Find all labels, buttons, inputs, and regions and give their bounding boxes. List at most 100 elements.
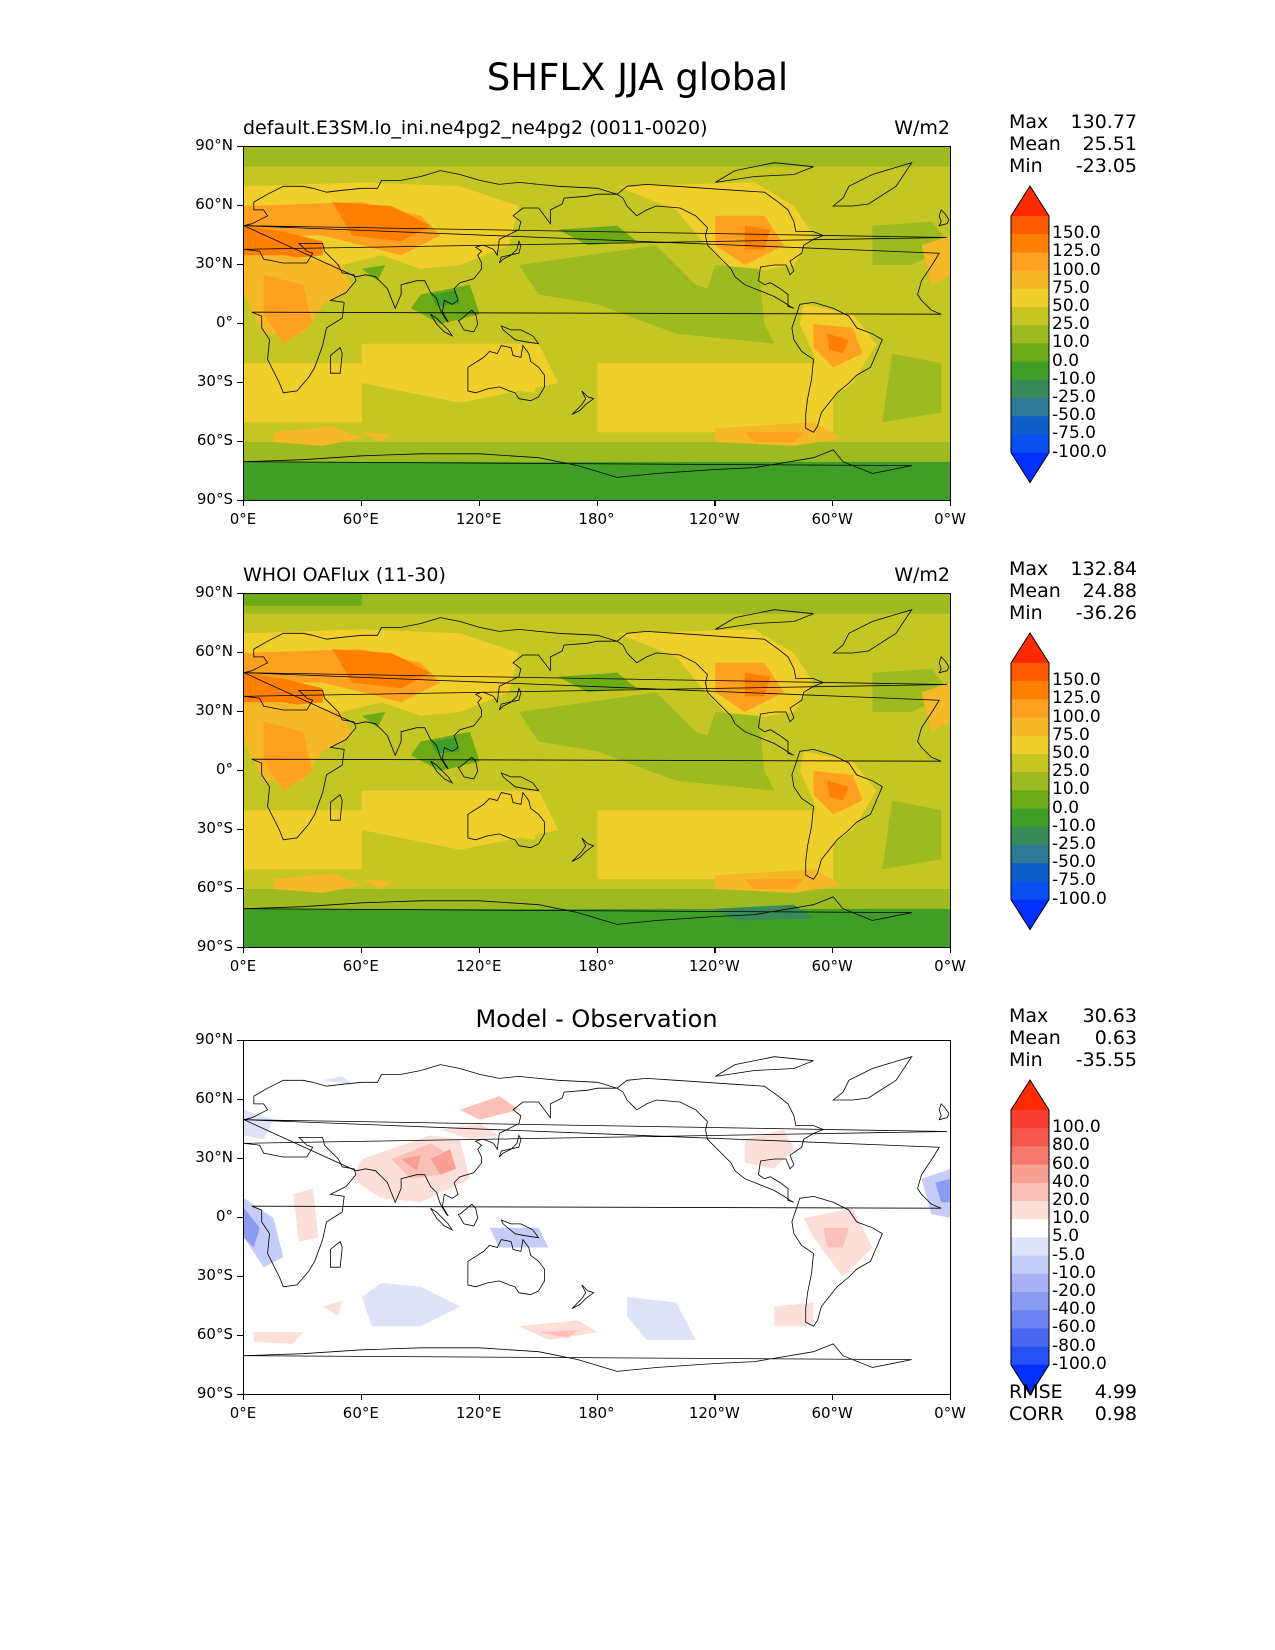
stat-value: 0.63 [1094,1027,1137,1049]
colorbar-band [1011,343,1049,363]
panel-stats: Max 132.84 Mean 24.88 Min -36.26 [1009,558,1137,624]
lon-tick-label: 120°E [455,510,502,528]
map-plot [243,146,951,501]
lon-tick-mark [714,1394,716,1400]
colorbar-band [1011,1310,1049,1329]
colorbar-band [1011,234,1049,253]
colorbar-band [1011,717,1049,737]
lat-tick-label: 0° [215,1207,233,1225]
colorbar-band [1011,1219,1049,1238]
lat-tick-mark [237,652,243,654]
colorbar-band [1011,252,1049,272]
coastline [244,617,618,770]
lat-tick-mark [237,205,243,207]
stat-label: Mean [1009,1027,1061,1049]
lon-tick-mark [714,947,716,953]
coastline [791,301,883,433]
lat-tick-mark [237,1335,243,1337]
colorbar-band [1011,216,1049,235]
lon-tick-mark [360,500,363,506]
metric-row: CORR 0.98 [1009,1403,1137,1425]
colorbar-tick-label: 50.0 [1052,296,1090,316]
colorbar-extend-top [1011,1080,1049,1110]
colorbar-band [1011,808,1049,828]
coastline [244,1064,618,1217]
coastline [616,183,825,309]
colorbar-tick-label: 20.0 [1052,1190,1090,1210]
colorbar-band [1011,1110,1049,1129]
coastline [467,791,545,849]
stat-row: Mean 24.88 [1009,580,1137,602]
stat-value: 30.63 [1082,1005,1137,1027]
lat-tick-label: 90°N [195,1030,233,1048]
coastline [500,325,540,345]
colorbar-tick-label: 60.0 [1052,1153,1090,1174]
coastline [500,772,540,792]
coastline [571,1284,595,1309]
panel-stats: Max 30.63 Mean 0.63 Min -35.55 [1009,1005,1137,1071]
colorbar-tick-label: 100.0 [1052,1117,1101,1138]
colorbar-band [1011,398,1049,417]
lat-tick-label: 30°N [195,1148,233,1166]
metric-label: RMSE [1009,1381,1063,1403]
colorbar-tick-label: 125.0 [1052,688,1101,709]
lat-tick-mark [237,1276,243,1278]
lat-tick-label: 30°S [196,819,233,837]
colorbar-band [1011,754,1049,773]
lon-tick-label: 180° [578,510,615,528]
lon-tick-label: 60°W [811,957,853,975]
colorbar-tick-label: 10.0 [1052,332,1090,353]
stat-label: Max [1009,558,1049,580]
coastline [571,390,595,415]
colorbar-band [1011,434,1049,454]
colorbar-band [1011,416,1049,435]
colorbar-tick-label: 10.0 [1052,1208,1090,1229]
stat-label: Mean [1009,580,1061,602]
colorbar-field [1010,185,1050,484]
lon-tick-mark [950,947,952,953]
stat-label: Mean [1009,133,1061,155]
coastline [244,1343,912,1372]
coastline [330,793,343,821]
lon-tick-label: 60°W [811,510,853,528]
stat-value: 24.88 [1082,580,1137,602]
coastline [616,1077,825,1203]
stat-row: Mean 0.63 [1009,1027,1137,1049]
colorbar-band [1011,699,1049,719]
lon-tick-mark [596,500,598,506]
lat-tick-label: 60°N [195,195,233,213]
coastline [430,760,454,784]
colorbar-tick-label: -75.0 [1052,423,1096,444]
colorbar-band [1011,1201,1049,1220]
lon-tick-mark [243,500,245,506]
lat-tick-label: 0° [215,760,233,778]
stat-value: -35.55 [1075,1049,1137,1071]
colorbar-band [1011,845,1049,864]
coastline [457,309,479,333]
lon-tick-label: 60°E [342,957,379,975]
colorbar-band [1011,681,1049,700]
colorbar-tick-label: 75.0 [1052,277,1090,298]
colorbar-tick-label: 75.0 [1052,724,1090,745]
colorbar-band [1011,1273,1049,1293]
lat-tick-mark [237,264,243,266]
lat-tick-mark [237,770,243,772]
colorbar-field [1010,632,1050,931]
lat-tick-mark [237,829,243,831]
colorbar-band [1011,772,1049,791]
colorbar-band [1011,663,1049,682]
lon-tick-label: 120°E [455,1404,502,1422]
coastline [330,1240,343,1268]
lat-tick-mark [237,146,243,148]
lat-tick-label: 30°S [196,372,233,390]
lon-tick-label: 0°E [229,510,257,528]
colorbar-diff [1010,1079,1050,1396]
lat-tick-label: 60°S [196,1325,233,1343]
lat-tick-label: 60°N [195,1089,233,1107]
coastline [938,656,950,674]
stat-label: Max [1009,111,1049,133]
lon-tick-label: 0°E [229,1404,257,1422]
panel-title: WHOI OAFlux (11-30) [243,564,446,586]
lat-tick-mark [237,947,243,949]
coastline [832,161,913,207]
